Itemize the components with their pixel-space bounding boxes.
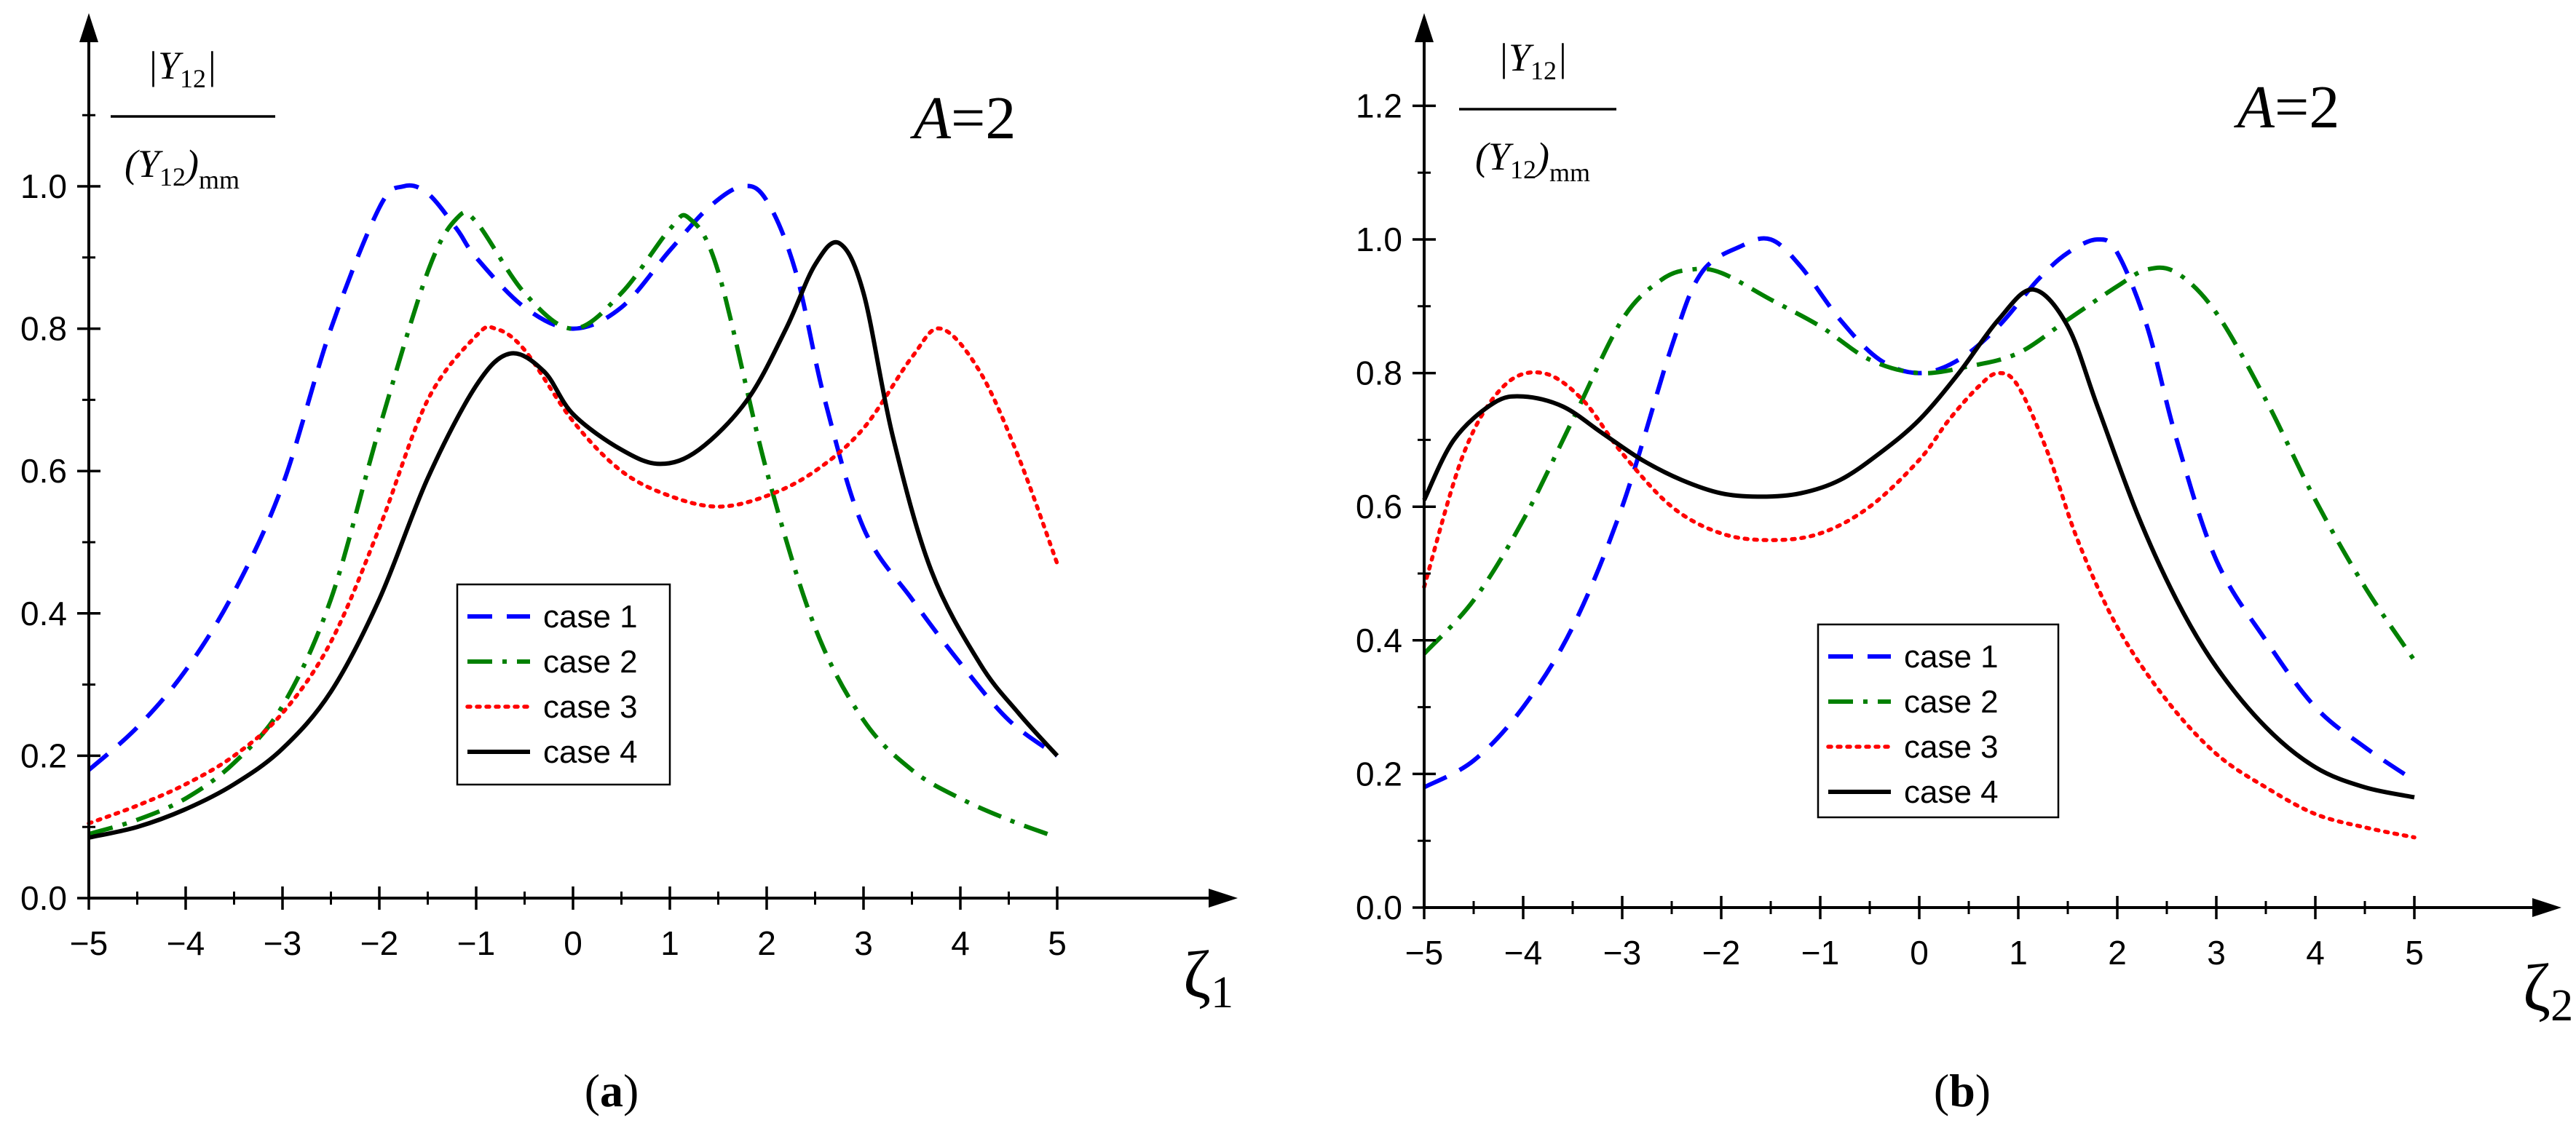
x-tick-label: 0	[1910, 934, 1929, 972]
title-italic: A	[910, 84, 952, 152]
legend-a: case 1 case 2 case 3 case 4	[456, 583, 671, 786]
y-tick-label: 0.0	[1356, 889, 1402, 926]
x-label-main: ζ	[1183, 937, 1211, 1012]
legend-label-case-4: case 4	[1904, 774, 1999, 810]
axes-b	[1415, 13, 2561, 917]
x-tick-label: 5	[1048, 924, 1067, 962]
y-label-denominator: (Y12)mm	[1475, 135, 1590, 187]
legend-b: case 1 case 2 case 3 case 4	[1817, 623, 2060, 819]
series-line-case-3	[1422, 370, 2417, 840]
x-tick-label: 4	[951, 924, 970, 962]
y-tick-label: 1.0	[20, 167, 67, 205]
legend-label-case-2: case 2	[543, 644, 638, 680]
x-label-sub: 1	[1211, 968, 1233, 1017]
y-axis-arrow	[79, 13, 98, 42]
y-tick-label: 1.0	[1356, 221, 1402, 258]
y-tick-label: 0.2	[20, 737, 67, 774]
y-label-numerator: |Y12|	[1498, 36, 1568, 85]
x-tick-label: −2	[1702, 934, 1740, 972]
x-tick-label: 2	[757, 924, 776, 962]
panel-a: −5 −4 −3 −2 −1 0 1 2 3 4 5 0.0 0.2 0.4 0.6 0.8 1.0 A=2 |Y…	[20, 13, 1238, 1116]
panel-label: (b)	[1934, 1065, 1991, 1116]
x-tick-label: 3	[2207, 934, 2226, 972]
series-line-case-4	[1422, 287, 2415, 800]
series-line-case-2	[1422, 265, 2417, 662]
x-label-sub: 2	[2551, 981, 2573, 1031]
series-line-case-1	[87, 183, 1059, 772]
x-axis-arrow	[2532, 898, 2561, 917]
x-axis-arrow	[1209, 889, 1238, 908]
x-tick-label: 1	[2009, 934, 2028, 972]
x-axis-label: ζ1	[1183, 937, 1233, 1017]
y-tick-label: 0.6	[1356, 488, 1402, 525]
legend-label-case-3: case 3	[543, 689, 638, 725]
y-tick-label: 0.8	[1356, 354, 1402, 392]
series-line-case-1	[1423, 236, 2416, 790]
plot-area-a	[87, 183, 1059, 840]
legend-label-case-2: case 2	[1904, 684, 1999, 720]
y-tick-label: 0.4	[20, 595, 67, 632]
x-tick-label: 1	[660, 924, 679, 962]
x-tick-label: 0	[564, 924, 582, 962]
panel-letter: b	[1949, 1065, 1975, 1116]
plot-area-b	[1422, 236, 2417, 840]
x-tick-label: −3	[1603, 934, 1641, 972]
x-label-main: ζ	[2523, 951, 2551, 1025]
x-tick-label: 5	[2405, 934, 2424, 972]
y-tick-label: 0.6	[20, 452, 67, 490]
x-tick-label: −1	[457, 924, 495, 962]
y-tick-label: 1.2	[1356, 87, 1402, 124]
y-axis-arrow	[1415, 13, 1434, 42]
y-label-numerator: |Y12|	[147, 44, 217, 93]
y-tick-label: 0.2	[1356, 755, 1402, 793]
x-tick-label: −5	[70, 924, 108, 962]
panel-b: −5 −4 −3 −2 −1 0 1 2 3 4 5 0.0 0.2 0.4 0.6 0.8 1.0 1.2 A=…	[1356, 13, 2573, 1116]
legend-label-case-3: case 3	[1904, 729, 1999, 765]
title-rest: =2	[951, 84, 1016, 152]
x-tick-label: −2	[360, 924, 398, 962]
series-line-case-3	[87, 325, 1059, 826]
x-axis-label: ζ2	[2523, 951, 2573, 1031]
series-line-case-4	[88, 239, 1059, 840]
legend-label-case-1: case 1	[1904, 639, 1999, 675]
y-tick-label: 0.0	[20, 879, 67, 917]
y-label-denominator: (Y12)mm	[125, 142, 240, 194]
x-tick-label: −3	[264, 924, 301, 962]
x-tick-label: −1	[1801, 934, 1839, 972]
x-tick-label: −4	[1504, 934, 1542, 972]
legend-box	[1817, 623, 2060, 819]
title-italic: A	[2234, 74, 2275, 141]
legend-label-case-1: case 1	[543, 599, 638, 635]
chart-title: A=2	[2234, 74, 2340, 141]
x-tick-label: 4	[2306, 934, 2325, 972]
x-tick-label: 2	[2108, 934, 2127, 972]
panel-letter: a	[600, 1065, 623, 1116]
y-tick-label: 0.8	[20, 310, 67, 348]
x-tick-label: −5	[1405, 934, 1443, 972]
legend-label-case-4: case 4	[543, 734, 638, 770]
title-rest: =2	[2275, 74, 2339, 141]
panel-label: (a)	[585, 1065, 639, 1116]
y-tick-label: 0.4	[1356, 622, 1402, 659]
x-tick-label: 3	[854, 924, 873, 962]
x-tick-label: −4	[167, 924, 205, 962]
chart-title: A=2	[910, 84, 1016, 152]
